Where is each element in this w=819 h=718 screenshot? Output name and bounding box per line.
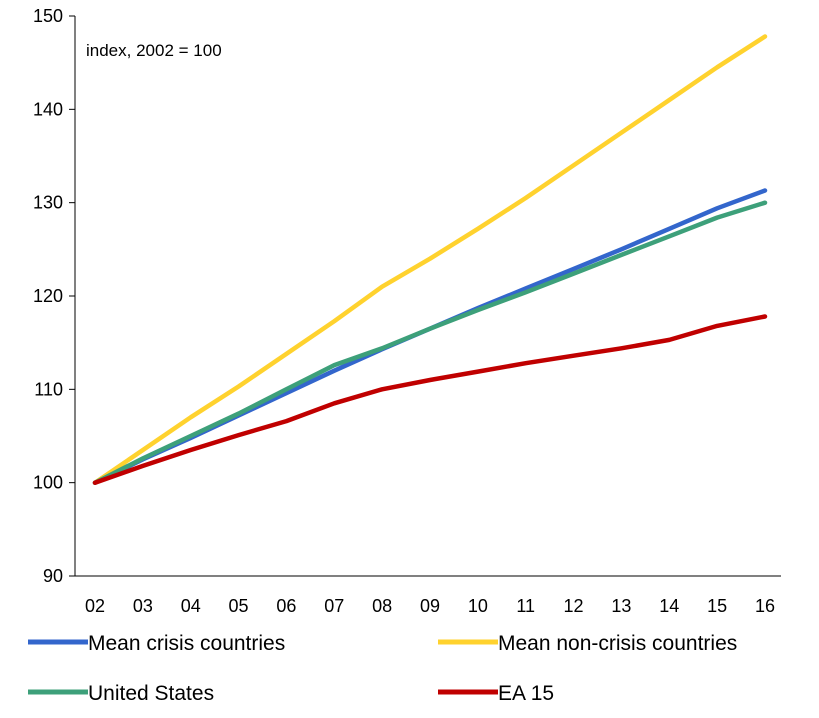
y-tick-label: 100 <box>33 473 63 493</box>
y-axis-ticks: 90 100 110 120 130 140 150 <box>33 6 75 586</box>
legend-item-mean-non-crisis-countries: Mean non-crisis countries <box>438 632 737 655</box>
x-tick-label: 11 <box>516 596 535 616</box>
series-lines <box>95 36 765 482</box>
legend-item-mean-crisis-countries: Mean crisis countries <box>28 632 285 655</box>
legend: Mean crisis countries Mean non-crisis cou… <box>28 632 737 705</box>
y-tick-label: 140 <box>33 99 63 119</box>
legend-label: Mean non-crisis countries <box>498 632 737 655</box>
x-tick-label: 14 <box>659 596 679 616</box>
x-axis-ticks: 02 03 04 05 06 07 08 09 10 11 12 13 14 15 16 <box>85 596 775 616</box>
x-tick-label: 08 <box>372 596 392 616</box>
series-line-ea-15 <box>95 317 765 483</box>
x-tick-label: 13 <box>611 596 631 616</box>
y-tick-label: 130 <box>33 193 63 213</box>
x-tick-label: 10 <box>468 596 488 616</box>
x-tick-label: 03 <box>133 596 153 616</box>
series-line-mean-non-crisis-countries <box>95 37 765 483</box>
x-tick-label: 16 <box>755 596 775 616</box>
legend-label: Mean crisis countries <box>88 632 285 655</box>
x-tick-label: 02 <box>85 596 105 616</box>
y-tick-label: 150 <box>33 6 63 26</box>
x-tick-label: 07 <box>324 596 344 616</box>
axes <box>75 16 781 576</box>
legend-label: United States <box>88 682 214 705</box>
legend-item-ea-15: EA 15 <box>438 682 554 705</box>
x-tick-label: 15 <box>707 596 727 616</box>
y-tick-label: 90 <box>43 566 63 586</box>
y-tick-label: 120 <box>33 286 63 306</box>
chart-annotation: index, 2002 = 100 <box>86 41 222 60</box>
legend-label: EA 15 <box>498 682 554 705</box>
x-tick-label: 06 <box>276 596 296 616</box>
x-tick-label: 09 <box>420 596 440 616</box>
y-tick-label: 110 <box>34 379 63 399</box>
legend-item-united-states: United States <box>28 682 214 705</box>
x-tick-label: 04 <box>181 596 201 616</box>
x-tick-label: 12 <box>564 596 584 616</box>
series-line-mean-crisis-countries <box>95 191 765 483</box>
x-tick-label: 05 <box>229 596 249 616</box>
